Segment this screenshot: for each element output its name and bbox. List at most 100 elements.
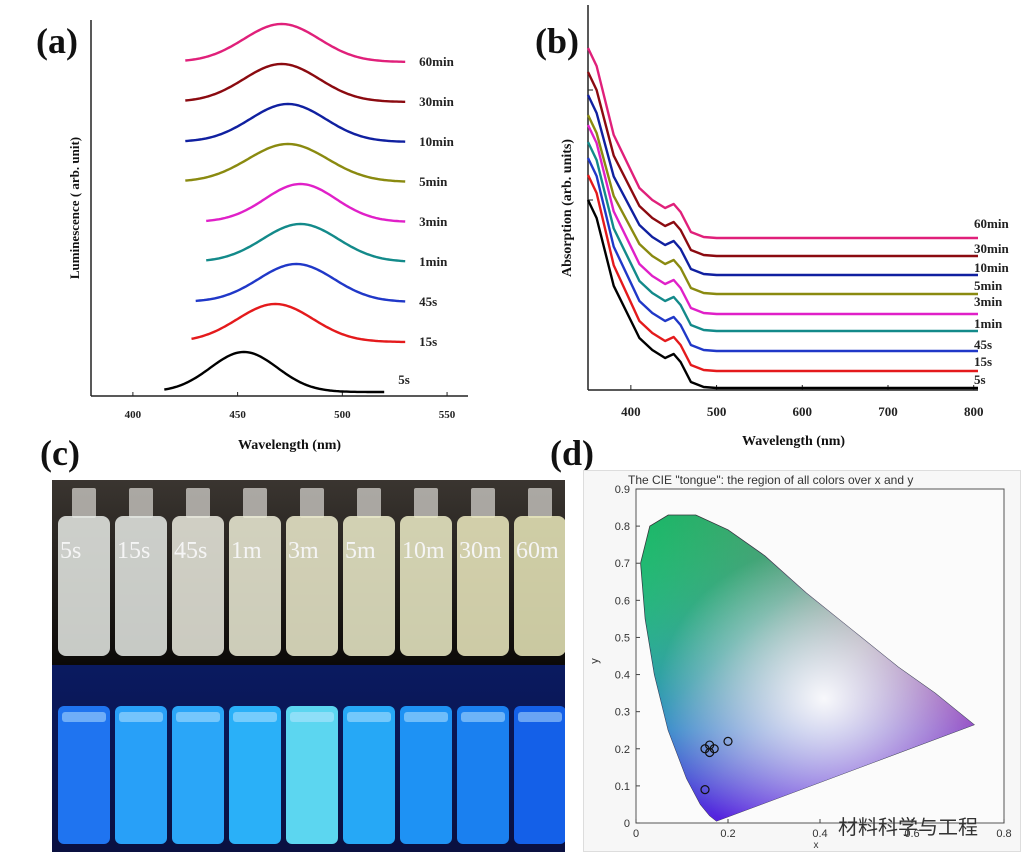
chart-b-series-label: 45s: [974, 337, 992, 352]
chart-a-series-label: 3min: [419, 214, 448, 229]
cie-ytick-label: 0.8: [615, 521, 630, 533]
chart-a-series-label: 45s: [419, 294, 437, 309]
chart-a-xtick-label: 550: [439, 409, 456, 421]
chart-b-series-10min: [586, 94, 978, 277]
vial-daylight: [172, 516, 224, 656]
vial-photo-drawing: [52, 480, 565, 852]
vial-label: 1m: [231, 538, 262, 564]
cie-xtick-label: 0.8: [996, 828, 1011, 840]
chart-b-series-15s: [586, 174, 978, 373]
chart-a-series-15s: [191, 302, 406, 344]
chart-a-xtick-label: 400: [125, 409, 142, 421]
panel-d-letter: (d): [550, 433, 594, 473]
chart-a-series-label: 5s: [398, 372, 410, 387]
vial-uv-glow: [343, 706, 395, 844]
cie-ylabel: y: [589, 658, 601, 664]
chart-b-series-label: 15s: [974, 354, 992, 369]
vial-cap: [72, 488, 96, 518]
vial-daylight: [514, 516, 565, 656]
vial-uv-highlight: [290, 712, 334, 722]
chart-b-series-label: 30min: [974, 241, 1009, 256]
vial-daylight: [457, 516, 509, 656]
vial-uv-glow: [58, 706, 110, 844]
cie-data-point: [723, 736, 733, 746]
vial-cap: [414, 488, 438, 518]
chart-a-xtick-label: 500: [334, 409, 351, 421]
cie-xtick-label: 0.4: [812, 828, 827, 840]
cie-ytick-label: 0.6: [615, 595, 630, 607]
chart-a-series-60min: [185, 22, 406, 63]
vial-daylight: [115, 516, 167, 656]
chart-b-ylabel: Absorption (arb. units): [560, 138, 575, 278]
chart-b-xtick-label: 700: [878, 404, 898, 419]
vial-cap: [528, 488, 552, 518]
chart-a-series-label: 60min: [419, 54, 454, 69]
chart-a-series-label: 10min: [419, 134, 454, 149]
chart-a-series-label: 5min: [419, 174, 448, 189]
vial-cap: [243, 488, 267, 518]
vial-label: 5m: [345, 538, 376, 564]
vial-uv-glow: [115, 706, 167, 844]
chart-a-series-10min: [185, 102, 406, 143]
vial-daylight: [229, 516, 281, 656]
cie-title: The CIE "tongue": the region of all colo…: [628, 473, 914, 487]
chart-b-xtick-label: 800: [964, 404, 984, 419]
chart-a-series-5s: [164, 350, 385, 394]
vial-label: 60m: [516, 538, 559, 564]
watermark: 材料科学与工程: [838, 815, 978, 839]
cie-xtick-label: 0.6: [904, 828, 919, 840]
panel-b-letter: (b): [535, 21, 579, 61]
chart-b-series-label: 5s: [974, 372, 986, 387]
cie-xlabel: x: [814, 840, 819, 851]
vial-daylight: [400, 516, 452, 656]
vial-cap: [129, 488, 153, 518]
chart-b-series-45s: [586, 157, 978, 353]
vial-daylight: [286, 516, 338, 656]
cie-ytick-label: 0.4: [615, 670, 630, 682]
vial-uv-glow: [457, 706, 509, 844]
chart-b-series-label: 1min: [974, 316, 1003, 331]
chart-b-xtick-label: 600: [793, 404, 813, 419]
vial-label: 5s: [60, 538, 82, 564]
vial-uv-glow: [514, 706, 565, 844]
cie-diagram-panel: The CIE "tongue": the region of all colo…: [583, 470, 1021, 852]
chart-b-series-5min: [586, 114, 978, 296]
chart-a-series-label: 30min: [419, 94, 454, 109]
vial-cap: [186, 488, 210, 518]
vial-uv-highlight: [233, 712, 277, 722]
chart-a-series-5min: [185, 142, 406, 183]
chart-b-series-label: 5min: [974, 278, 1003, 293]
vial-photograph: 5s 15s 45s 1m 3m 5m 10m 30m 60m: [52, 480, 565, 852]
vial-uv-glow: [400, 706, 452, 844]
cie-ytick-label: 0: [624, 818, 630, 830]
vial-uv-highlight: [461, 712, 505, 722]
chart-b-series-1min: [586, 141, 978, 333]
chart-b-series-30min: [586, 71, 978, 258]
vial-uv-glow: [229, 706, 281, 844]
vial-uv-highlight: [62, 712, 106, 722]
chart-a-series-1min: [206, 222, 406, 263]
cie-xtick-label: 0: [633, 828, 639, 840]
chart-a-series-label: 15s: [419, 334, 437, 349]
chart-b-xtick-label: 400: [621, 404, 641, 419]
vial-uv-highlight: [347, 712, 391, 722]
cie-ytick-label: 0.2: [615, 744, 630, 756]
vial-cap: [300, 488, 324, 518]
chart-b-series-3min: [586, 124, 978, 316]
cie-data-point: [700, 785, 710, 795]
panel-c-letter: (c): [40, 433, 80, 473]
vial-uv-highlight: [119, 712, 163, 722]
cie-white-point: [640, 515, 975, 822]
vial-label: 30m: [459, 538, 502, 564]
luminescence-chart: 400 450 500 550 5s 15s 45s 1min 3min 5min 10min 30m…: [90, 20, 468, 421]
cie-ytick-label: 0.3: [615, 707, 630, 719]
vial-uv-highlight: [404, 712, 448, 722]
chart-b-series-60min: [586, 47, 978, 240]
cie-chart: 0 0.2 0.4 0.6 0.8 0 0.1 0.2 0.3 0.4 0.5 0.6 0.7 0.8 0.…: [589, 484, 1012, 851]
chart-b-series-label: 10min: [974, 260, 1009, 275]
vial-daylight: [58, 516, 110, 656]
chart-b-series-label: 60min: [974, 216, 1009, 231]
vial-label: 15s: [117, 538, 151, 564]
vial-label: 45s: [174, 538, 208, 564]
